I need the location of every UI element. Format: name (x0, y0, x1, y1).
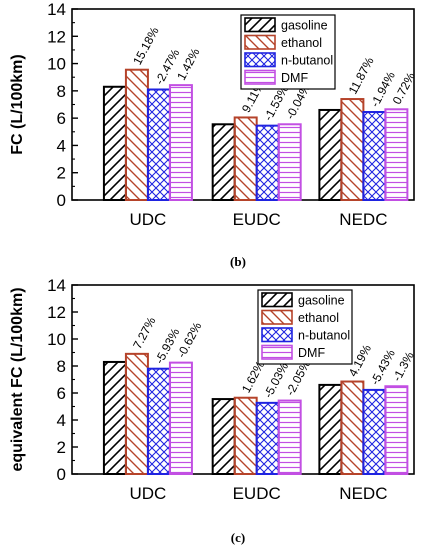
bar-DMF (384, 108, 409, 201)
bar-n-butanol (146, 88, 171, 201)
x-category-label: EUDC (233, 484, 281, 503)
bar-n-butanol (362, 111, 387, 201)
legend-swatch-ethanol (261, 309, 293, 325)
bar-DMF (277, 399, 302, 475)
legend-swatch-ethanol (244, 34, 276, 50)
legend-label-n-butanol: n-butanol (298, 329, 350, 343)
legend-label-DMF: DMF (281, 71, 308, 85)
x-category-label: NEDC (339, 210, 387, 229)
y-tick-label: 6 (57, 384, 66, 403)
bar-ethanol (124, 68, 149, 202)
bar-n-butanol (255, 401, 280, 476)
bar-ethanol (124, 352, 149, 476)
x-category-label: UDC (130, 484, 167, 503)
bar-n-butanol (255, 124, 280, 201)
y-tick-label: 2 (57, 164, 66, 183)
data-label: 7.27% (130, 314, 158, 351)
y-axis-label: FC (L/100km) (9, 54, 26, 154)
bar-gasoline (102, 85, 127, 201)
bar-gasoline (102, 360, 127, 476)
legend-label-ethanol: ethanol (281, 36, 322, 50)
legend-swatch-gasoline (261, 292, 293, 308)
bar-n-butanol (362, 388, 387, 475)
data-label: -0.62% (174, 320, 204, 360)
y-tick-label: 14 (47, 0, 66, 19)
y-tick-label: 4 (57, 411, 66, 430)
y-tick-label: 0 (57, 191, 66, 210)
y-tick-label: 10 (47, 330, 66, 349)
data-label: 15.18% (130, 24, 162, 67)
y-tick-label: 14 (47, 276, 66, 295)
y-tick-label: 4 (57, 136, 66, 155)
bar-ethanol (340, 98, 365, 201)
bar-ethanol (233, 396, 258, 476)
data-label: -2.47% (152, 46, 182, 86)
bar-DMF (168, 361, 193, 475)
legend-swatch-DMF (261, 344, 293, 360)
x-category-label: EUDC (233, 210, 281, 229)
chart-panel-1: 0 2 4 6 8 10 12 14 FC (L/100km) UDC 15.18%-2.47%1.… (9, 0, 418, 269)
bar-ethanol (340, 380, 365, 475)
legend-label-DMF: DMF (298, 346, 325, 360)
data-label: 1.42% (174, 46, 202, 83)
data-label: 11.87% (346, 54, 377, 96)
legend-label-ethanol: ethanol (298, 311, 339, 325)
x-category-label: NEDC (339, 484, 387, 503)
bar-gasoline (318, 383, 343, 475)
y-axis-label: equivalent FC (L/100km) (9, 287, 26, 471)
bar-DMF (168, 84, 193, 201)
bar-ethanol (233, 116, 258, 201)
legend-label-gasoline: gasoline (298, 294, 345, 308)
bar-gasoline (211, 123, 236, 201)
y-tick-label: 12 (47, 303, 66, 322)
x-category-label: UDC (130, 210, 167, 229)
y-tick-label: 12 (47, 27, 66, 46)
legend-swatch-n-butanol (244, 52, 276, 68)
legend-swatch-DMF (244, 69, 276, 85)
y-tick-label: 6 (57, 109, 66, 128)
chart-panel-2: 0 2 4 6 8 10 12 14 equivalent FC (L/100km) UDC 7.2… (9, 276, 417, 545)
bar-DMF (384, 385, 409, 475)
y-tick-label: 2 (57, 438, 66, 457)
data-label: -5.43% (368, 347, 398, 387)
bar-DMF (277, 123, 302, 201)
y-tick-label: 8 (57, 82, 66, 101)
legend-label-gasoline: gasoline (281, 19, 328, 33)
bar-n-butanol (146, 367, 171, 476)
y-tick-label: 0 (57, 465, 66, 484)
y-tick-label: 10 (47, 55, 66, 74)
bar-gasoline (211, 398, 236, 476)
panel-caption: (b) (230, 254, 246, 269)
bar-gasoline (318, 108, 343, 201)
legend-swatch-n-butanol (261, 327, 293, 343)
panel-caption: (c) (231, 530, 245, 545)
legend-swatch-gasoline (244, 17, 276, 33)
legend-label-n-butanol: n-butanol (281, 54, 333, 68)
y-tick-label: 8 (57, 357, 66, 376)
data-label: -1.94% (368, 69, 398, 109)
